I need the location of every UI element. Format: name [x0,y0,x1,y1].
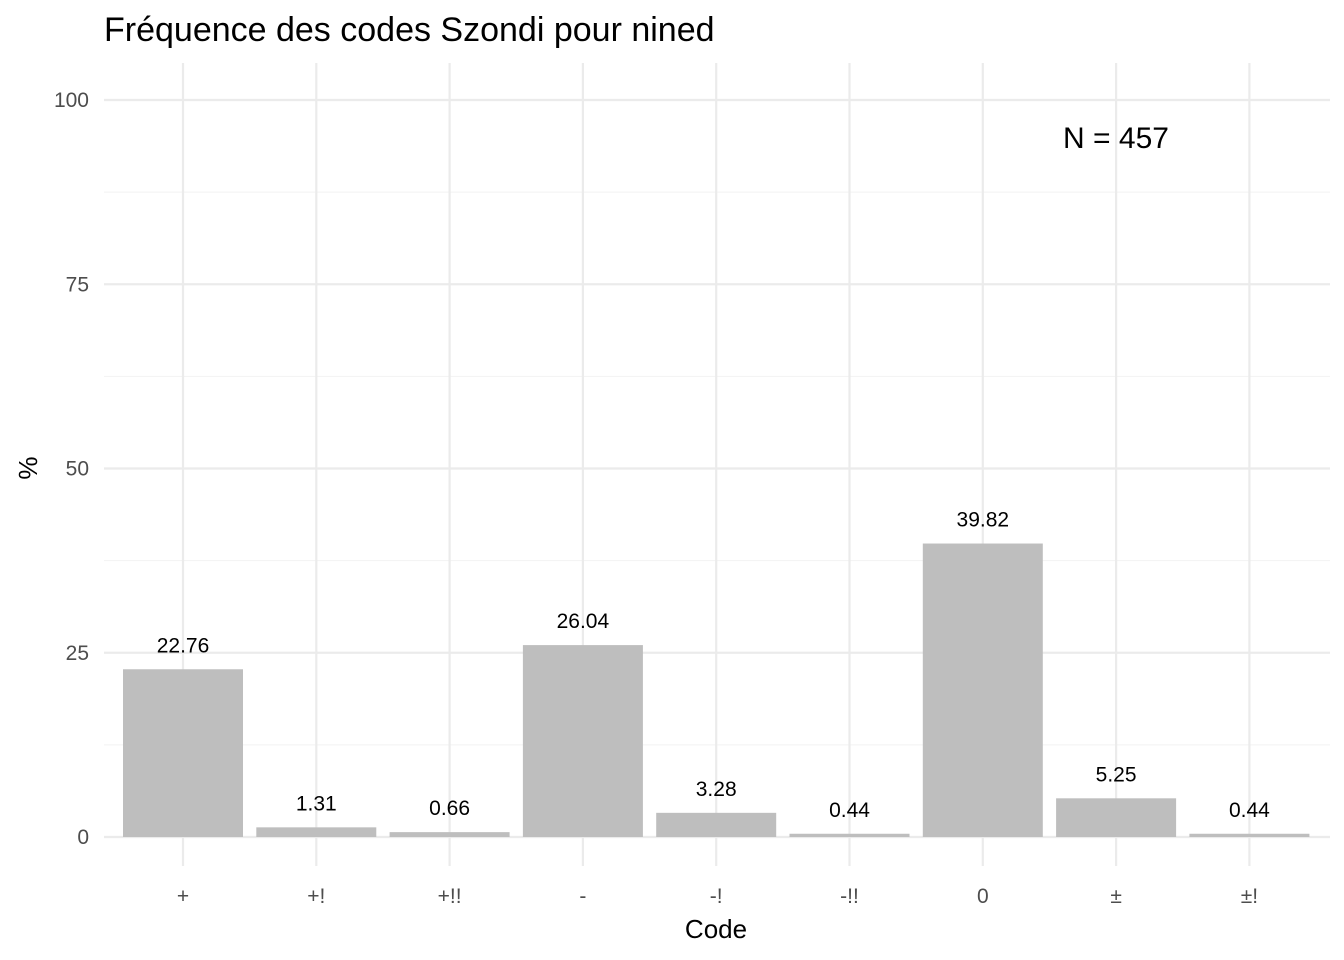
x-tick-label: - [579,885,586,908]
x-tick-label: ± [1110,885,1122,908]
bar-value-label: 0.44 [829,799,870,822]
bar-4 [522,645,643,837]
x-tick-label: +!! [438,885,462,908]
bar-value-label: 22.76 [157,634,210,657]
value-labels: 22.76 1.31 0.66 26.04 3.28 0.44 39.82 5.25 0.44 [157,509,1270,822]
bars [123,543,1310,837]
chart-title: Fréquence des codes Szondi pour nined [104,11,715,49]
bar-value-label: 26.04 [557,610,610,633]
grid-lines [104,63,1330,866]
x-axis-ticks: + +! +!! - -! -!! 0 ± ±! [177,885,1258,908]
bar-3 [389,832,510,837]
y-axis-title: % [13,456,43,479]
x-tick-label: -!! [840,885,859,908]
x-tick-label: +! [307,885,325,908]
bar-value-label: 0.66 [429,797,470,820]
bar-9 [1189,833,1310,837]
bar-2 [256,827,377,837]
bar-value-label: 1.31 [296,792,337,815]
y-axis-ticks: 0 25 50 75 100 [54,89,89,849]
bar-value-label: 3.28 [696,778,737,801]
x-tick-label: + [177,885,189,908]
y-tick-label: 75 [66,273,89,296]
sample-size-annotation: N = 457 [1063,122,1169,155]
bar-8 [1056,798,1177,837]
bar-value-label: 39.82 [957,509,1010,532]
bar-value-label: 5.25 [1096,763,1137,786]
y-tick-label: 25 [66,642,89,665]
y-tick-label: 100 [54,89,89,112]
x-tick-label: -! [710,885,723,908]
bar-6 [789,833,910,837]
bar-1 [123,669,243,837]
y-tick-label: 50 [66,458,89,481]
x-tick-label: 0 [977,885,989,908]
bar-7 [922,543,1043,837]
x-axis-title: Code [685,914,747,944]
bar-5 [656,812,777,837]
y-tick-label: 0 [77,826,89,849]
bar-value-label: 0.44 [1229,799,1270,822]
x-tick-label: ±! [1241,885,1258,908]
